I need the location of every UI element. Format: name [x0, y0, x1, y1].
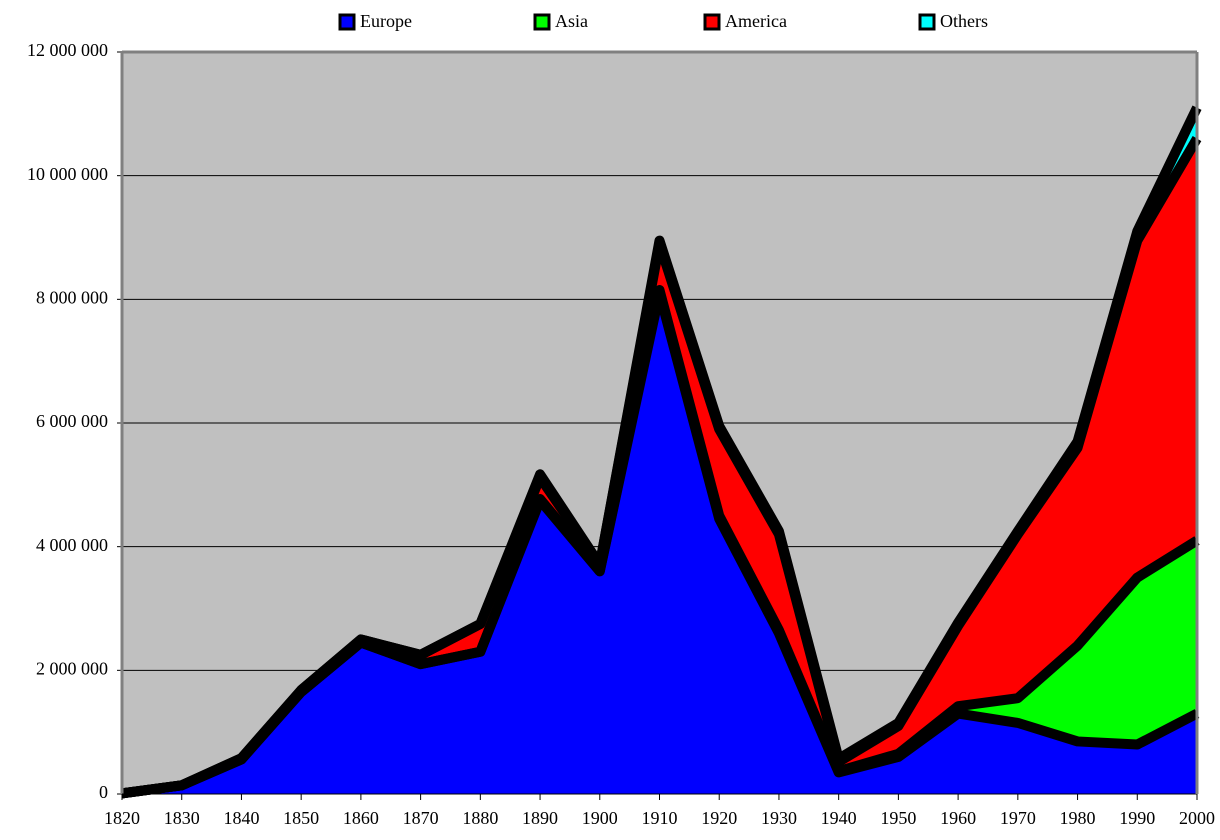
- y-tick-label: 6 000 000: [36, 411, 108, 431]
- y-tick-label: 10 000 000: [27, 164, 108, 184]
- x-tick-label: 1820: [104, 808, 140, 828]
- legend-swatch: [703, 13, 721, 31]
- y-tick-label: 2 000 000: [36, 658, 108, 678]
- x-tick-label: 1970: [1000, 808, 1036, 828]
- y-tick-label: 4 000 000: [36, 535, 108, 555]
- legend-label: Asia: [555, 11, 588, 31]
- legend-swatch: [533, 13, 551, 31]
- y-tick-label: 8 000 000: [36, 287, 108, 307]
- legend-item: Europe: [338, 11, 412, 31]
- x-tick-label: 1930: [761, 808, 797, 828]
- x-tick-label: 1850: [283, 808, 319, 828]
- x-tick-label: 1870: [403, 808, 439, 828]
- y-tick-label: 0: [99, 782, 108, 802]
- x-tick-label: 1910: [642, 808, 678, 828]
- legend-swatch: [918, 13, 936, 31]
- x-tick-label: 1940: [821, 808, 857, 828]
- x-tick-label: 1890: [522, 808, 558, 828]
- x-tick-label: 1840: [223, 808, 259, 828]
- x-tick-label: 1960: [940, 808, 976, 828]
- x-tick-label: 2000: [1179, 808, 1215, 828]
- x-tick-label: 1920: [701, 808, 737, 828]
- legend-swatch: [338, 13, 356, 31]
- x-tick-label: 1980: [1060, 808, 1096, 828]
- area-outline: [121, 105, 1202, 799]
- legend-item: America: [703, 11, 787, 31]
- legend-item: Others: [918, 11, 988, 31]
- x-tick-label: 1900: [582, 808, 618, 828]
- x-tick-label: 1860: [343, 808, 379, 828]
- area: [122, 293, 1197, 794]
- legend-label: Europe: [360, 11, 412, 31]
- legend-item: Asia: [533, 11, 588, 31]
- x-tick-label: 1950: [880, 808, 916, 828]
- x-tick-label: 1880: [462, 808, 498, 828]
- legend-label: America: [725, 11, 787, 31]
- x-tick-label: 1830: [164, 808, 200, 828]
- legend-label: Others: [940, 11, 988, 31]
- y-tick-label: 12 000 000: [27, 40, 108, 60]
- x-tick-label: 1990: [1119, 808, 1155, 828]
